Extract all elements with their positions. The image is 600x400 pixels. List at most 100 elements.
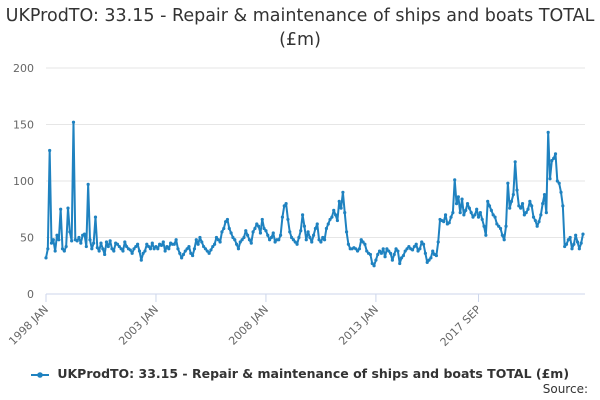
data-point	[359, 238, 363, 242]
data-point	[337, 199, 341, 203]
data-point	[361, 240, 365, 244]
data-point	[544, 211, 548, 215]
data-point	[49, 241, 54, 245]
data-point	[398, 261, 402, 266]
data-point	[394, 247, 398, 251]
source-label[interactable]: Source:	[542, 382, 588, 396]
data-point	[396, 249, 400, 253]
data-point	[108, 239, 112, 243]
data-point	[517, 204, 521, 208]
data-point	[509, 199, 514, 203]
data-point	[119, 247, 123, 251]
data-point	[90, 247, 94, 251]
data-point	[555, 179, 559, 183]
data-point	[176, 247, 180, 251]
data-point	[148, 247, 153, 251]
data-point	[282, 204, 286, 208]
data-point	[443, 213, 448, 217]
data-point	[383, 255, 387, 259]
data-point	[271, 231, 275, 235]
data-point	[346, 242, 351, 246]
data-point	[442, 220, 446, 224]
data-point	[224, 220, 228, 224]
data-point	[330, 215, 334, 219]
data-point	[458, 211, 462, 215]
data-point	[528, 199, 532, 203]
data-point	[341, 190, 345, 194]
data-point	[427, 258, 431, 262]
data-point	[460, 197, 464, 201]
data-point	[376, 252, 380, 257]
data-point	[203, 247, 208, 251]
data-point	[539, 213, 543, 217]
data-point	[500, 233, 504, 237]
x-tick-label: 1998 JAN	[6, 303, 51, 348]
data-point	[106, 244, 110, 249]
data-point	[235, 242, 239, 246]
data-point	[244, 229, 248, 233]
data-point	[454, 202, 459, 206]
legend[interactable]: UKProdTO: 33.15 - Repair & maintenance o…	[0, 366, 600, 382]
data-point	[194, 238, 198, 242]
data-point	[379, 251, 383, 255]
data-point	[447, 221, 451, 225]
data-point	[227, 226, 231, 231]
data-point	[566, 238, 570, 242]
data-point	[531, 215, 536, 219]
data-point	[214, 235, 219, 240]
data-point	[418, 247, 422, 251]
data-point	[550, 159, 554, 163]
data-point	[421, 242, 426, 246]
data-point	[401, 253, 405, 258]
data-point	[291, 238, 296, 242]
data-point	[145, 242, 149, 246]
data-point	[546, 130, 550, 135]
data-point	[82, 232, 87, 236]
data-point	[385, 247, 389, 251]
data-point	[123, 240, 127, 244]
data-point	[136, 242, 140, 246]
data-point	[311, 233, 316, 237]
data-point	[44, 256, 48, 260]
data-point	[519, 206, 523, 210]
data-point	[207, 251, 211, 255]
data-point	[246, 233, 250, 237]
data-point	[55, 233, 59, 237]
data-point	[322, 238, 327, 242]
data-point	[436, 240, 440, 244]
data-point	[579, 241, 583, 245]
data-point	[289, 235, 294, 240]
data-point	[344, 230, 349, 234]
data-point	[258, 231, 263, 235]
data-point	[211, 244, 215, 249]
data-point	[139, 258, 143, 262]
legend-line-icon	[30, 371, 49, 378]
data-point	[431, 249, 435, 253]
data-point	[213, 242, 217, 246]
data-point	[465, 202, 470, 206]
data-point	[79, 241, 83, 245]
data-point	[71, 120, 76, 124]
data-point	[548, 177, 552, 181]
data-point	[526, 207, 530, 211]
data-point	[462, 213, 466, 217]
data-point	[476, 215, 481, 219]
data-point	[172, 242, 176, 246]
data-point	[269, 235, 274, 240]
data-point	[563, 244, 567, 249]
data-point	[198, 235, 202, 240]
data-point	[48, 148, 52, 153]
data-point	[412, 244, 416, 249]
data-point	[434, 253, 438, 258]
data-point	[99, 241, 103, 245]
data-point	[381, 247, 385, 251]
data-point	[115, 242, 120, 246]
data-point	[306, 230, 310, 234]
data-point	[557, 181, 561, 185]
data-point	[62, 249, 66, 253]
data-point	[295, 242, 299, 246]
data-point	[513, 160, 517, 164]
data-point	[125, 244, 129, 249]
data-point	[196, 242, 200, 246]
data-point	[480, 217, 484, 222]
